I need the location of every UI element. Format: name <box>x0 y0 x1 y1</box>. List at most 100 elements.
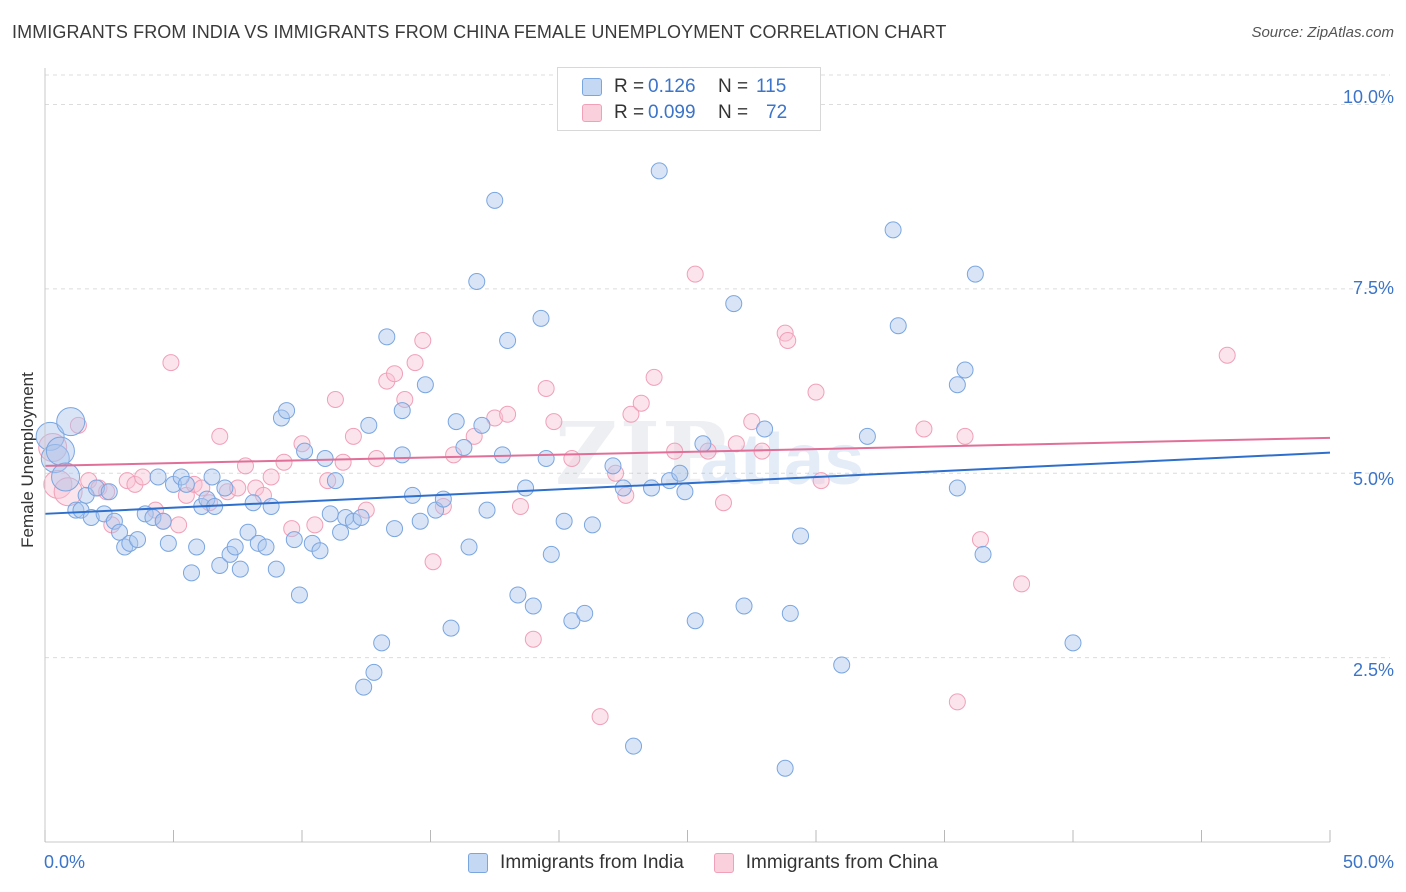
india-point <box>257 538 275 556</box>
china-point <box>1218 346 1236 364</box>
y-tick-label: 7.5% <box>1352 278 1394 298</box>
india-point <box>154 512 172 530</box>
legend-r-label: R = <box>614 102 645 123</box>
china-point <box>971 531 989 549</box>
china-swatch <box>582 104 602 122</box>
india-swatch <box>468 853 489 873</box>
india-point <box>337 509 355 526</box>
india-point <box>966 265 984 283</box>
y-tick-label: 5.0% <box>1352 469 1394 489</box>
india-point <box>216 479 234 497</box>
india-point <box>676 483 694 501</box>
india-point <box>614 479 632 497</box>
china-point <box>38 432 68 462</box>
india-point <box>884 221 902 239</box>
china-point <box>524 630 542 648</box>
india-point <box>781 604 799 622</box>
china-point <box>396 391 414 408</box>
india-point <box>473 416 491 434</box>
y-tick-label: 2.5% <box>1352 660 1394 680</box>
india-point <box>45 436 75 466</box>
india-point <box>87 479 105 497</box>
correlation-legend: R = 0.126 N = 115 R = 0.099 N = 72 <box>557 67 821 131</box>
chart-title: IMMIGRANTS FROM INDIA VS IMMIGRANTS FROM… <box>12 22 947 42</box>
india-point <box>1064 634 1082 652</box>
india-point <box>735 597 753 615</box>
axes <box>44 68 1331 843</box>
india-point <box>468 273 486 290</box>
india-point <box>290 586 308 604</box>
india-point <box>478 501 496 519</box>
china-point <box>344 427 362 445</box>
india-point <box>524 597 542 615</box>
series-legend: Immigrants from India Immigrants from Ch… <box>0 852 1406 874</box>
china-point <box>275 453 293 471</box>
india-point <box>378 328 396 346</box>
legend-r-value: 0.099 <box>648 102 696 123</box>
china-point <box>262 468 280 486</box>
china-point <box>434 497 452 515</box>
india-point <box>344 512 362 530</box>
watermark: ZIP atlas <box>555 404 864 505</box>
china-point <box>283 520 301 538</box>
india-point <box>321 505 339 523</box>
india-point <box>239 523 257 541</box>
legend-label-india: Immigrants from India <box>500 852 684 873</box>
india-point <box>889 317 907 335</box>
china-point <box>229 479 247 497</box>
china-point <box>306 516 324 534</box>
india-point <box>51 462 81 492</box>
india-trend-line <box>44 451 1331 515</box>
china-point <box>632 394 650 412</box>
chart-source: Source: ZipAtlas.com <box>1251 24 1394 41</box>
india-point <box>416 376 434 394</box>
india-point <box>226 538 244 556</box>
china-point <box>727 435 745 453</box>
china-point <box>406 354 424 372</box>
china-point <box>591 708 609 726</box>
china-point <box>414 332 432 349</box>
india-point <box>393 446 411 464</box>
india-point <box>67 501 85 519</box>
india-point <box>373 634 391 652</box>
india-point <box>249 534 267 552</box>
legend-n-label: N = <box>718 76 749 97</box>
legend-n-label: N = <box>718 102 749 123</box>
india-point <box>948 479 966 497</box>
x-tick-label-max: 50.0% <box>1342 852 1394 872</box>
india-point <box>694 435 712 453</box>
india-point <box>858 427 876 445</box>
legend-item-india[interactable]: Immigrants from India <box>468 852 684 874</box>
china-point <box>499 405 517 423</box>
india-point <box>231 560 249 578</box>
india-point <box>159 534 177 552</box>
india-point <box>326 472 344 490</box>
india-point <box>542 545 560 563</box>
svg-text:atlas: atlas <box>700 420 864 500</box>
india-point <box>355 678 373 696</box>
legend-row-india: R = 0.126 N = 115 <box>582 74 786 100</box>
india-point <box>262 497 280 515</box>
india-point <box>776 759 794 777</box>
india-point <box>182 564 200 582</box>
legend-row-china: R = 0.099 N = 72 <box>582 100 787 126</box>
china-point <box>53 477 83 507</box>
india-point <box>211 556 229 574</box>
legend-r-label: R = <box>614 76 645 97</box>
india-point <box>105 512 123 530</box>
legend-r-value: 0.126 <box>648 76 696 97</box>
china-point <box>1013 575 1031 593</box>
china-point <box>807 383 825 401</box>
legend-item-china[interactable]: Immigrants from China <box>713 852 938 874</box>
india-point <box>625 737 643 755</box>
india-point <box>686 612 704 630</box>
india-point <box>643 479 661 497</box>
india-point <box>316 450 334 467</box>
india-point <box>756 420 774 438</box>
india-point <box>203 468 221 486</box>
china-point <box>326 391 344 408</box>
china-point <box>563 450 581 467</box>
x-tick-label-min: 0.0% <box>44 852 86 872</box>
india-point <box>833 656 851 674</box>
india-point <box>267 560 285 578</box>
